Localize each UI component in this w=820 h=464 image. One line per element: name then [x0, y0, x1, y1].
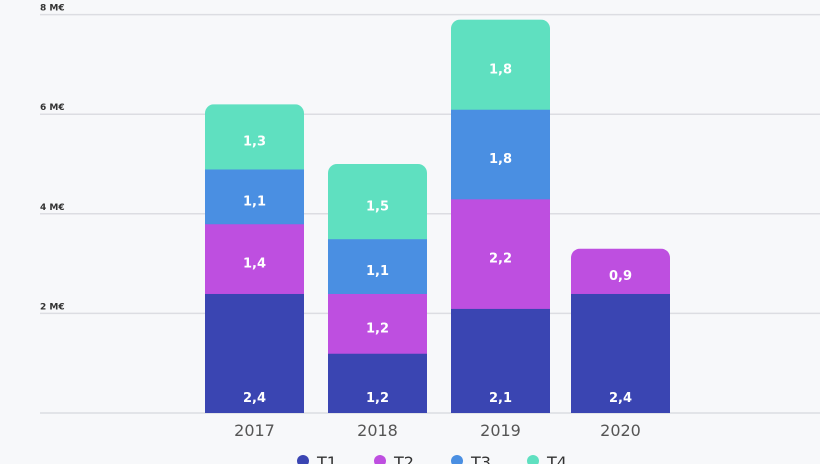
legend-label: T2	[393, 453, 414, 464]
data-label: 1,1	[243, 194, 266, 209]
bar-segment-T2-2018	[328, 293, 427, 354]
data-label: 1,1	[366, 264, 389, 279]
bar-segment-T3-2017	[205, 168, 304, 225]
data-label: 2,4	[243, 391, 266, 406]
bar-segment-T1-2019	[451, 308, 550, 413]
bar-segment-T1-2018	[328, 353, 427, 413]
bar-segment-T4-2017	[205, 104, 304, 170]
data-label: 2,2	[489, 252, 512, 267]
data-label: 1,5	[366, 199, 389, 214]
data-label: 2,1	[489, 391, 512, 406]
bar-segment-T1-2020	[571, 293, 670, 413]
x-tick-label: 2019	[480, 421, 521, 440]
bar-stack-2019	[451, 19, 550, 413]
x-tick-label: 2018	[357, 421, 398, 440]
data-label: 1,4	[243, 257, 266, 272]
y-tick-label: 6 M€	[40, 103, 65, 113]
bar-segment-T2-2019	[451, 198, 550, 309]
bar-stack-2018	[328, 164, 427, 413]
bar-segment-T2-2020	[571, 248, 670, 294]
bar-stack-2017	[205, 104, 304, 413]
data-label: 1,2	[366, 321, 389, 336]
bar-segment-T4-2018	[328, 164, 427, 240]
y-tick-label: 2 M€	[40, 302, 65, 312]
data-label: 1,8	[489, 152, 512, 167]
x-tick-label: 2017	[234, 421, 275, 440]
y-tick-label: 4 M€	[40, 203, 65, 213]
legend-marker-T1	[297, 455, 309, 464]
data-label: 1,8	[489, 62, 512, 77]
bar-segment-T2-2017	[205, 223, 304, 294]
legend-marker-T2	[374, 455, 386, 464]
data-label: 1,2	[366, 391, 389, 406]
bar-segment-T4-2019	[451, 19, 550, 110]
bar-segment-T3-2019	[451, 109, 550, 200]
legend-label: T4	[546, 453, 567, 464]
data-label: 0,9	[609, 269, 632, 284]
legend-marker-T3	[451, 455, 463, 464]
y-tick-label: 8 M€	[40, 4, 65, 14]
data-label: 2,4	[609, 391, 632, 406]
legend-marker-T4	[527, 455, 539, 464]
bar-segment-T1-2017	[205, 293, 304, 413]
bar-stack-2020	[571, 248, 670, 413]
data-label: 1,3	[243, 135, 266, 150]
legend-label: T1	[316, 453, 337, 464]
bar-segment-T3-2018	[328, 238, 427, 294]
x-tick-label: 2020	[600, 421, 641, 440]
legend-label: T3	[470, 453, 491, 464]
